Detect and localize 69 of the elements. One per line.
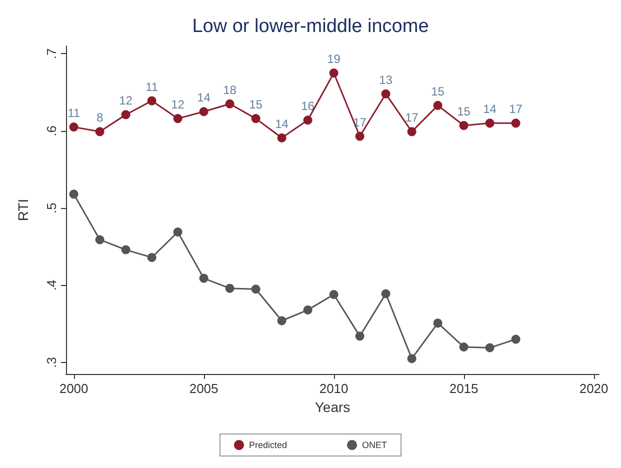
point [147,252,156,262]
point [407,354,416,364]
point [355,132,364,141]
point [69,190,78,199]
y-tick-label: .6 [44,125,59,136]
annotation: 17 [405,110,419,125]
annotation: 15 [249,98,263,112]
point [381,289,390,298]
point [303,116,312,125]
point [433,100,442,110]
annotation: 16 [301,99,315,114]
point [355,332,364,341]
annotation: 17 [509,102,523,116]
annotation: 11 [146,80,158,94]
legend-label: ONET [362,440,388,450]
x-tick-label: 2005 [189,381,218,396]
point [485,343,494,352]
y-tick-label: .4 [44,280,59,291]
annotation: 14 [275,116,289,131]
point [199,274,208,283]
annotation: 14 [483,102,497,116]
point [225,99,234,108]
x-tick-label: 2015 [449,381,478,396]
point [329,290,338,300]
annotation: 13 [379,72,393,87]
annotation: 14 [197,90,211,105]
y-tick-label: .3 [44,357,59,368]
point [173,114,182,124]
point [407,127,416,136]
point [511,334,520,344]
point [485,118,494,128]
point [277,316,286,326]
point [121,110,130,120]
legend-label: Predicted [248,440,288,450]
point [277,133,286,142]
x-axis-title: Years [314,398,350,415]
point [303,305,312,314]
point [147,96,156,106]
x-tick-label: 2000 [59,381,88,396]
point [95,235,104,244]
point [173,227,182,236]
point [251,284,260,294]
annotation: 17 [353,115,367,130]
annotation: 12 [119,94,133,108]
x-tick-label: 2020 [579,381,608,396]
annotation: 12 [171,98,185,112]
annotation: 15 [431,84,445,98]
x-tick-label: 2010 [319,381,348,396]
point [95,127,104,136]
annotation: 8 [96,110,104,125]
y-tick-label: .7 [44,48,59,60]
chart-title: Low or lower-middle income [192,16,429,37]
point [433,318,442,328]
y-tick-label: .5 [44,202,59,214]
point [459,120,468,130]
y-axis-title: RTI [15,198,31,222]
point [69,122,78,132]
point [251,114,260,124]
annotation: 11 [68,106,80,120]
point [199,107,208,116]
annotation: 15 [457,104,471,118]
point [121,245,130,254]
annotation: 19 [327,52,341,66]
point [329,68,338,78]
point [459,342,468,352]
point [381,89,390,98]
annotation: 18 [223,82,237,97]
point [225,284,234,293]
point [511,118,520,128]
